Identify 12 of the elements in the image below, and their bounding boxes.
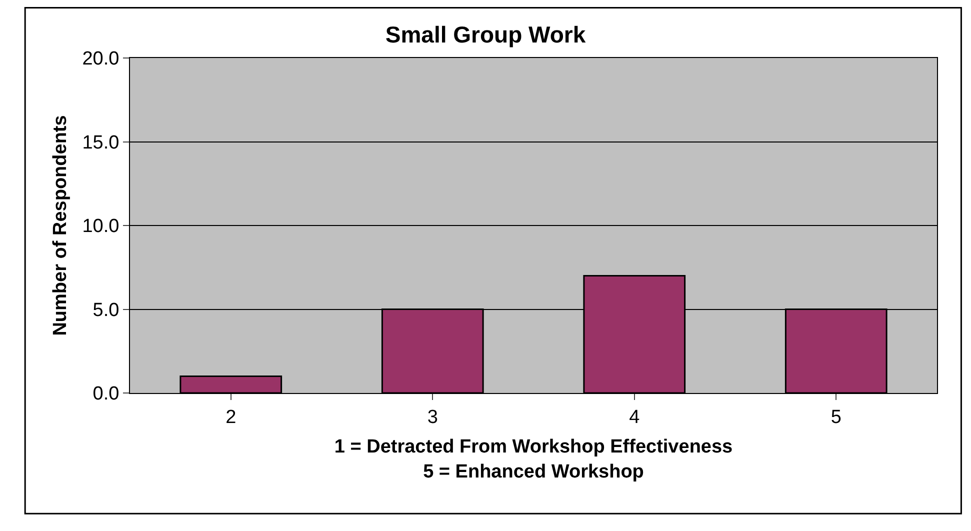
- x-tick-label: 4: [629, 406, 640, 428]
- x-axis-title: 1 = Detracted From Workshop Effectiveness 5 = Enhanced Workshop: [334, 436, 733, 482]
- chart-title: Small Group Work: [385, 22, 586, 48]
- y-tick-label: 0.0: [92, 384, 120, 405]
- y-tick-label: 15.0: [82, 132, 120, 154]
- y-axis-title: Number of Respondents: [50, 115, 72, 336]
- y-tick-label: 10.0: [82, 216, 120, 238]
- y-tick-label: 20.0: [82, 48, 120, 70]
- x-tick-label: 5: [830, 406, 842, 428]
- x-tick-label: 2: [226, 406, 236, 428]
- y-tick-label: 5.0: [92, 300, 120, 321]
- x-tick-label: 3: [427, 406, 438, 428]
